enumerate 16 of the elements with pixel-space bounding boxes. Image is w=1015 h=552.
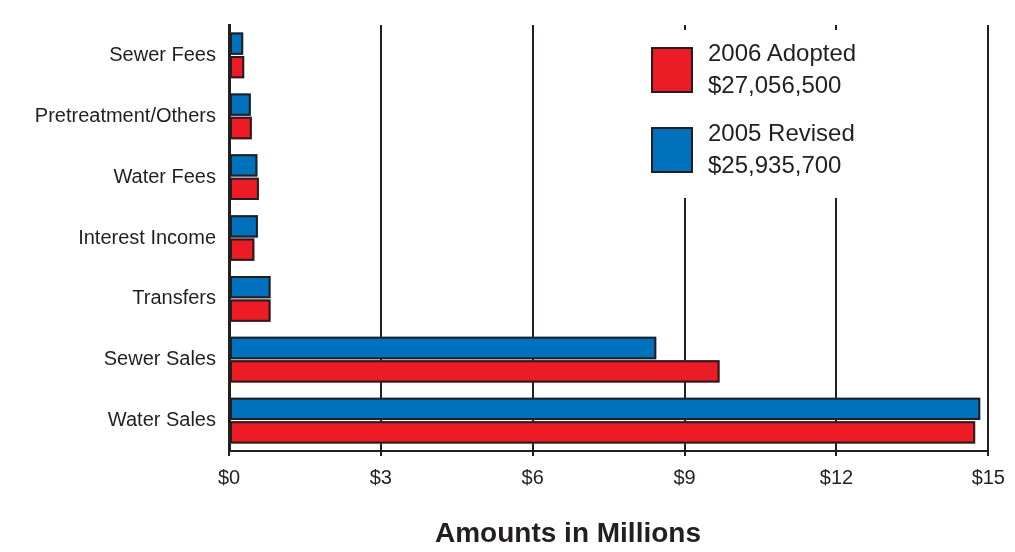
x-tick-label: $9 (673, 465, 696, 488)
x-tick-label: $3 (369, 465, 392, 488)
y-tick-label: Transfers (132, 286, 216, 309)
y-tick-label: Sewer Sales (103, 347, 216, 370)
y-tick-label: Water Sales (107, 408, 216, 431)
legend-label: 2005 Revised $25,935,700 (708, 118, 856, 180)
x-tick-label: $0 (217, 465, 241, 488)
x-tick-label: $15 (971, 465, 1005, 488)
x-tick-label: $12 (819, 465, 854, 488)
y-tick-label: Interest Income (78, 225, 216, 248)
legend-label: 2006 Adopted $27,056,500 (708, 38, 858, 100)
y-tick-label: Pretreatment/Others (34, 103, 216, 126)
x-tick-label: $6 (521, 465, 544, 488)
y-tick-label: Sewer Fees (109, 42, 216, 65)
y-tick-label: Water Fees (113, 164, 216, 187)
x-axis-title: Amounts in Millions (435, 517, 701, 548)
